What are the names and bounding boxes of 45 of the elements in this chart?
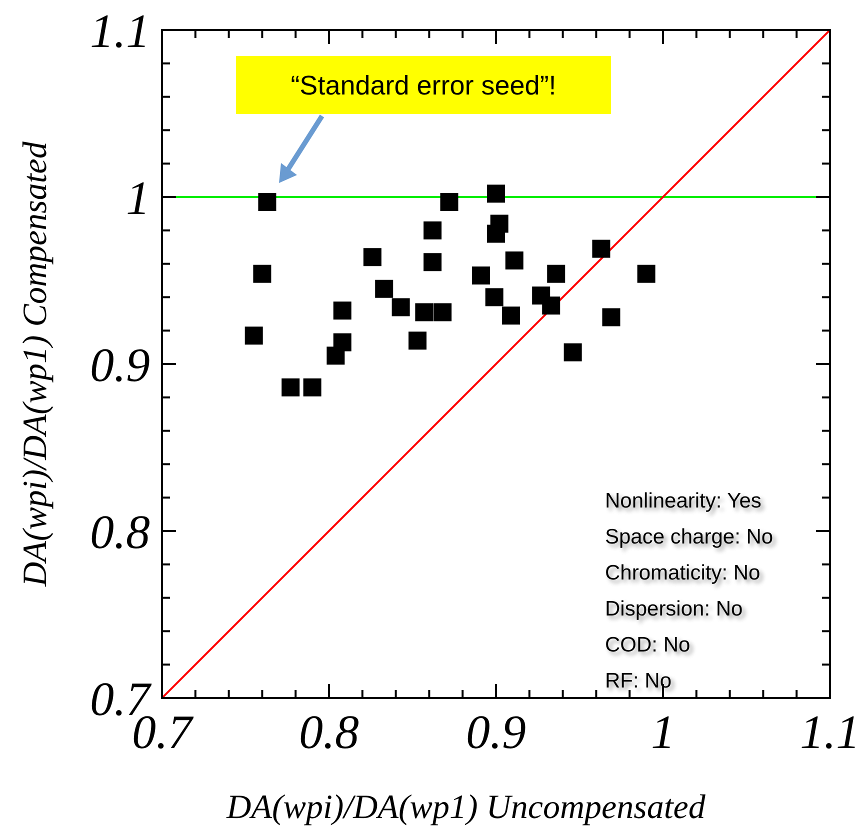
x-tick-label: 1.1 bbox=[800, 706, 860, 759]
point bbox=[485, 288, 504, 306]
point bbox=[424, 221, 442, 240]
point bbox=[502, 306, 520, 325]
y-tick-label: 0.8 bbox=[90, 506, 150, 559]
x-axis-title: DA(wpi)/DA(wp1) Uncompensated bbox=[226, 789, 706, 826]
x-tick-label: 0.8 bbox=[299, 706, 359, 759]
point bbox=[490, 214, 508, 233]
y-axis-title: DA(wpi)/DA(wp1) Compensated bbox=[17, 140, 54, 588]
point bbox=[363, 248, 382, 266]
point bbox=[258, 193, 276, 212]
annotation: Nonlinearity: Yes bbox=[605, 489, 762, 512]
point bbox=[303, 378, 322, 396]
point bbox=[505, 251, 524, 270]
annotation: Space charge: No bbox=[605, 525, 774, 548]
point bbox=[424, 253, 442, 272]
point bbox=[333, 302, 352, 320]
point bbox=[440, 193, 458, 212]
point bbox=[602, 308, 620, 326]
point bbox=[253, 264, 272, 283]
point bbox=[244, 326, 263, 345]
point bbox=[547, 264, 566, 283]
annotation: Dispersion: No bbox=[605, 597, 743, 620]
point bbox=[392, 298, 410, 316]
point bbox=[592, 240, 610, 258]
point bbox=[333, 333, 352, 352]
point bbox=[375, 280, 394, 298]
point bbox=[487, 184, 505, 203]
x-tick-label: 0.9 bbox=[466, 706, 526, 759]
point bbox=[408, 332, 427, 350]
point bbox=[637, 264, 656, 283]
y-tick-label: 0.9 bbox=[90, 338, 150, 392]
x-tick-label: 1 bbox=[651, 706, 675, 759]
annotation: COD: No bbox=[605, 633, 690, 656]
y-tick-label: 1.1 bbox=[90, 4, 150, 58]
annotation: RF: No bbox=[605, 669, 672, 692]
annotation: “Standard error seed”! bbox=[290, 70, 556, 100]
point bbox=[434, 303, 452, 322]
point bbox=[282, 378, 300, 396]
point bbox=[564, 343, 582, 362]
y-tick-label: 1 bbox=[126, 172, 150, 225]
point bbox=[472, 266, 490, 284]
annotation: Chromaticity: No bbox=[605, 561, 760, 584]
point bbox=[542, 296, 560, 315]
point bbox=[415, 303, 434, 322]
